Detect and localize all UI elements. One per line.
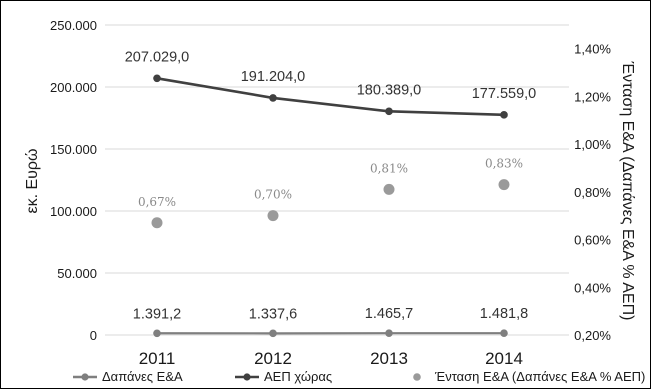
- legend-label: Ένταση Ε&Α (Δαπάνες Ε&Α % ΑΕΠ): [434, 369, 645, 384]
- right-axis-title: Ένταση Ε&Α (Δαπάνες Ε&Α % ΑΕΠ): [619, 61, 636, 321]
- data-point: [500, 329, 508, 337]
- data-label: 0,70%: [254, 188, 292, 202]
- data-label: 177.559,0: [472, 86, 537, 102]
- data-point: [385, 329, 393, 337]
- legend-marker: [81, 373, 89, 381]
- data-point: [385, 107, 393, 116]
- data-label: 1.481,8: [480, 306, 528, 322]
- series-layer: [151, 74, 510, 338]
- legend-marker: [413, 373, 421, 381]
- data-label: 1.337,6: [249, 306, 297, 322]
- data-point: [269, 329, 277, 338]
- right-tick-label: 0,20%: [574, 328, 611, 343]
- left-tick-label: 250.000: [50, 18, 97, 33]
- left-axis-ticks: 0 50.000 100.000 150.000 200.000 250.000: [50, 18, 97, 343]
- data-label: 1.391,2: [133, 306, 181, 322]
- x-tick-label: 2012: [254, 349, 292, 368]
- x-tick-label: 2014: [485, 349, 523, 368]
- data-point: [267, 210, 279, 222]
- legend-label: ΑΕΠ χώρας: [264, 369, 332, 384]
- left-axis-title: εκ. Ευρώ: [24, 148, 41, 213]
- data-labels-layer: 1.391,2 1.337,6 1.465,7 1.481,8 207.029,0 191…: [125, 49, 537, 322]
- right-tick-label: 0,60%: [574, 233, 611, 248]
- data-label: 207.029,0: [125, 49, 190, 65]
- data-point: [153, 74, 161, 83]
- data-point: [498, 179, 510, 191]
- data-label: 0,81%: [370, 161, 408, 175]
- series-line: [156, 77, 505, 117]
- data-label: 0,83%: [485, 157, 523, 171]
- data-label: 1.465,7: [365, 306, 413, 322]
- legend-item: Δαπάνες Ε&Α: [73, 369, 183, 384]
- legend: Δαπάνες Ε&Α ΑΕΠ χώρας Ένταση Ε&Α (Δαπάνες …: [73, 369, 645, 384]
- left-tick-label: 50.000: [57, 266, 97, 281]
- right-tick-label: 1,00%: [574, 137, 611, 152]
- data-point: [383, 183, 395, 195]
- x-tick-label: 2011: [139, 349, 176, 368]
- data-point: [151, 217, 163, 229]
- right-tick-label: 1,20%: [574, 89, 611, 104]
- data-point: [153, 329, 161, 338]
- right-tick-label: 0,40%: [574, 280, 611, 295]
- legend-label: Δαπάνες Ε&Α: [102, 369, 183, 384]
- legend-item: ΑΕΠ χώρας: [235, 369, 332, 384]
- data-label: 0,67%: [138, 195, 176, 209]
- left-tick-label: 200.000: [50, 80, 97, 95]
- right-axis-ticks: 0,20% 0,40% 0,60% 0,80% 1,00% 1,20% 1,40%: [574, 42, 611, 344]
- x-tick-label: 2013: [370, 349, 408, 368]
- data-label: 191.204,0: [241, 69, 306, 85]
- right-tick-label: 1,40%: [574, 42, 611, 57]
- left-tick-label: 100.000: [50, 204, 97, 219]
- left-tick-label: 0: [90, 328, 97, 343]
- legend-marker: [243, 373, 251, 381]
- x-axis-ticks: 2011 2012 2013 2014: [139, 349, 523, 368]
- gridlines: [105, 24, 569, 336]
- left-tick-label: 150.000: [50, 142, 97, 157]
- legend-item: Ένταση Ε&Α (Δαπάνες Ε&Α % ΑΕΠ): [413, 369, 645, 384]
- data-point: [269, 94, 277, 102]
- data-point: [500, 111, 508, 119]
- right-tick-label: 0,80%: [574, 185, 611, 200]
- data-label: 180.389,0: [357, 82, 422, 98]
